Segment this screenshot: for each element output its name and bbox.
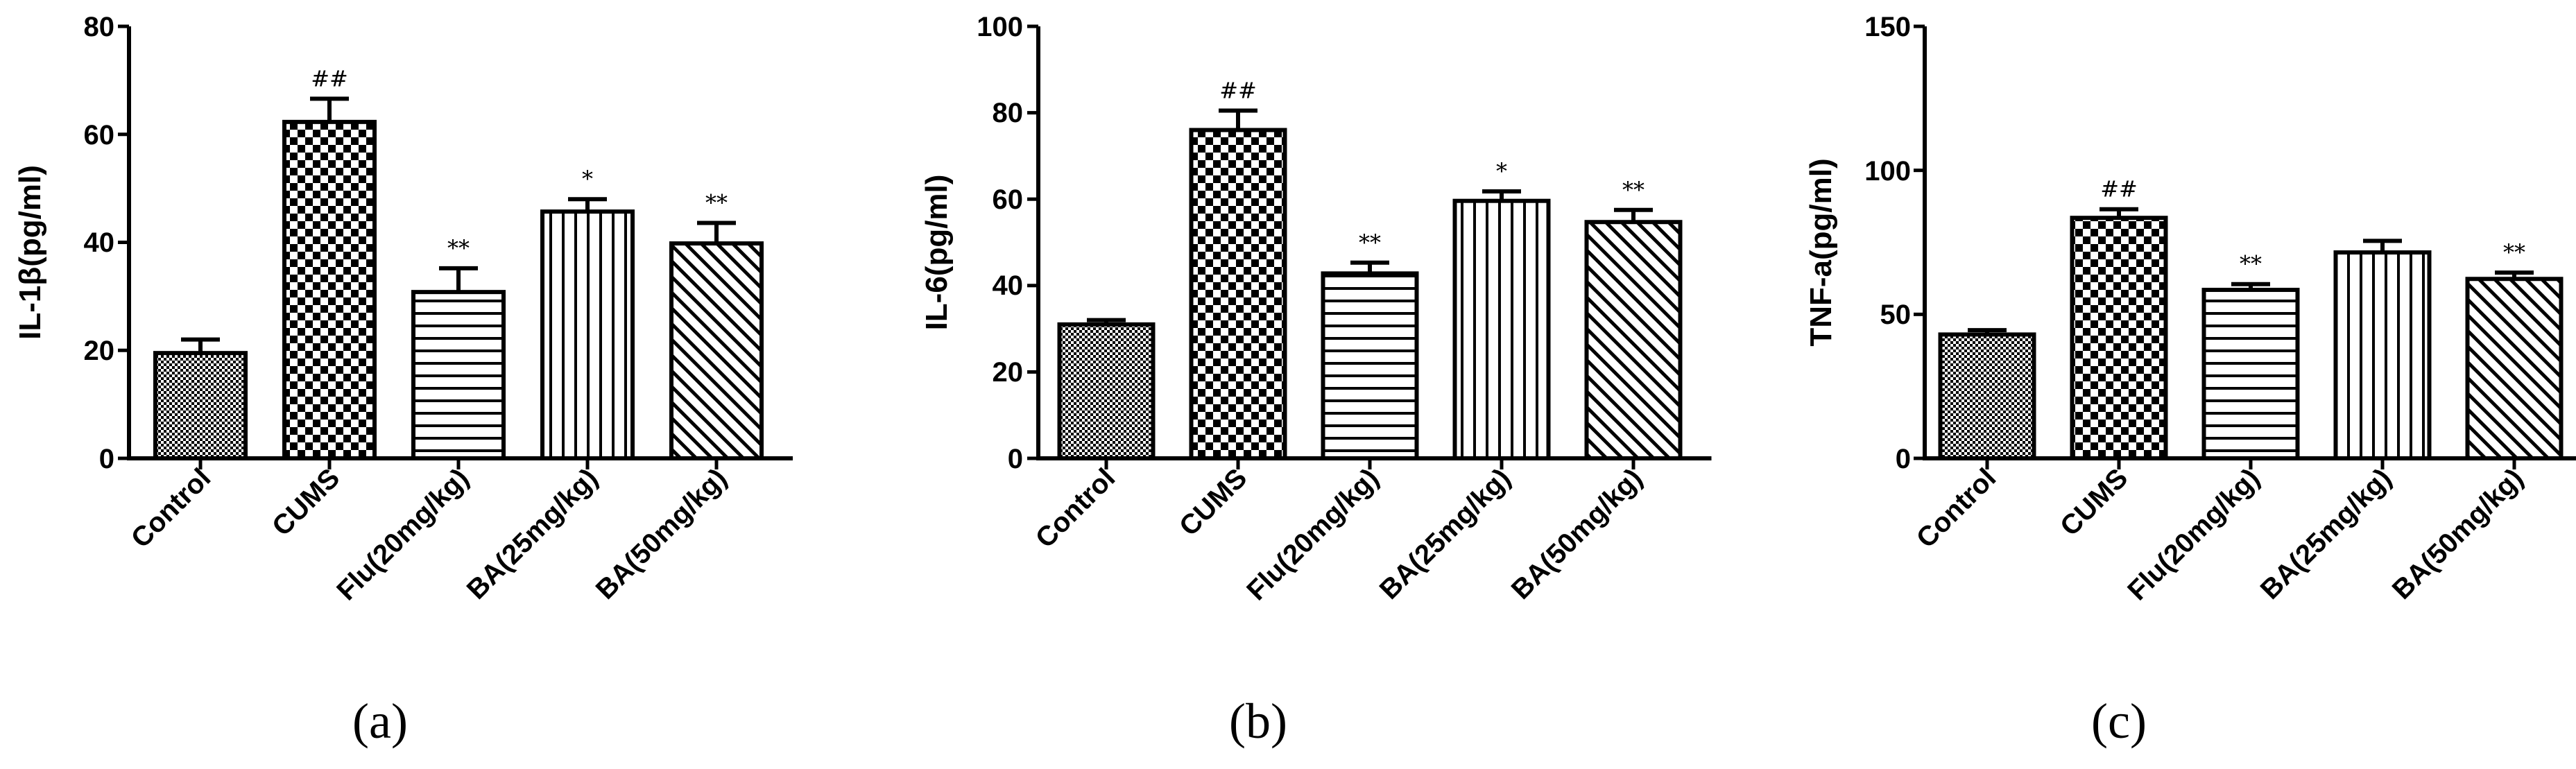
bar <box>282 119 377 460</box>
y-tick-label: 0 <box>1008 444 1023 474</box>
y-axis-label: TNF-a(pg/ml) <box>1804 158 1838 346</box>
y-tick-label: 60 <box>84 120 115 150</box>
x-tick-label: BA(25mg/kg) <box>2255 463 2398 605</box>
y-tick-label: 150 <box>1864 12 1911 42</box>
x-tick-label: CUMS <box>266 463 345 542</box>
x-tick-label: BA(50mg/kg) <box>1506 463 1649 605</box>
significance-label: ** <box>2240 251 2262 277</box>
bar <box>1189 128 1287 461</box>
bar <box>153 351 248 460</box>
x-tick-label: Flu(20mg/kg) <box>331 463 474 606</box>
bar <box>1584 220 1683 460</box>
significance-label: ## <box>2100 176 2138 202</box>
y-tick-label: 0 <box>1896 444 1911 474</box>
x-tick-label: Control <box>1911 463 2002 554</box>
significance-label: ** <box>1622 177 1645 203</box>
x-tick-label: Flu(20mg/kg) <box>1241 463 1384 606</box>
significance-label: * <box>582 166 593 192</box>
x-tick-label: BA(50mg/kg) <box>2387 463 2530 605</box>
y-tick-label: 100 <box>977 12 1023 42</box>
bar <box>1321 271 1419 460</box>
bar <box>2465 277 2564 460</box>
x-tick-label: Control <box>126 463 217 554</box>
x-tick-label: BA(25mg/kg) <box>461 463 604 605</box>
y-axis-label: IL-1β(pg/ml) <box>13 165 47 340</box>
x-tick-label: BA(50mg/kg) <box>590 463 733 605</box>
significance-label: * <box>1496 158 1507 184</box>
y-tick-label: 80 <box>84 12 115 42</box>
y-tick-label: 80 <box>993 98 1024 128</box>
bar <box>1938 332 2036 461</box>
y-tick-label: 20 <box>993 357 1024 388</box>
bar <box>1057 322 1156 460</box>
y-tick-label: 60 <box>993 184 1024 215</box>
bar <box>2070 216 2168 460</box>
y-tick-label: 0 <box>99 444 114 474</box>
bar <box>2201 288 2300 460</box>
x-tick-label: Control <box>1030 463 1122 554</box>
significance-label: ** <box>2503 239 2525 266</box>
significance-label: ## <box>311 65 348 92</box>
panel-label: (b) <box>1229 693 1287 749</box>
bar <box>411 290 506 460</box>
panel-label: (c) <box>2091 693 2147 749</box>
bar <box>669 241 764 460</box>
significance-label: ** <box>447 235 470 261</box>
panel-label: (a) <box>352 693 408 749</box>
y-tick-label: 40 <box>84 227 115 258</box>
x-tick-label: Flu(20mg/kg) <box>2122 463 2265 606</box>
bar <box>1452 198 1551 460</box>
x-tick-label: BA(25mg/kg) <box>1374 463 1517 605</box>
y-tick-label: 40 <box>993 270 1024 301</box>
y-tick-label: 100 <box>1864 156 1911 187</box>
x-tick-label: CUMS <box>1174 463 1253 542</box>
significance-label: ** <box>705 189 728 216</box>
bar <box>540 209 635 460</box>
y-axis-label: IL-6(pg/ml) <box>920 175 954 331</box>
x-tick-label: CUMS <box>2054 463 2133 542</box>
significance-label: ** <box>1359 230 1381 256</box>
bar <box>2333 250 2432 460</box>
significance-label: ## <box>1219 77 1257 103</box>
y-tick-label: 50 <box>1880 300 1912 330</box>
y-tick-label: 20 <box>84 336 115 366</box>
